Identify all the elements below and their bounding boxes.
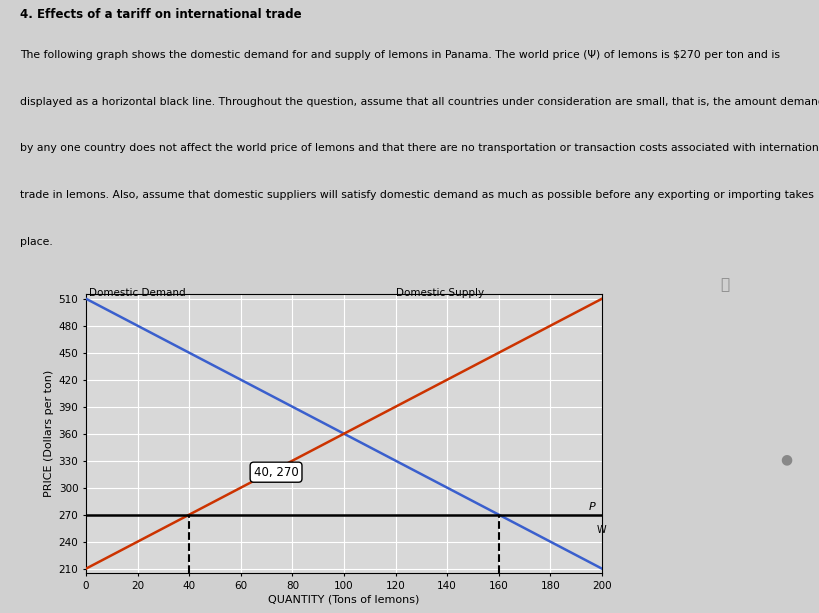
Text: W: W [597, 525, 607, 536]
Text: 4. Effects of a tariff on international trade: 4. Effects of a tariff on international … [20, 8, 302, 21]
Text: Domestic Supply: Domestic Supply [396, 288, 484, 298]
Text: 40, 270: 40, 270 [254, 466, 298, 479]
X-axis label: QUANTITY (Tons of lemons): QUANTITY (Tons of lemons) [269, 595, 419, 605]
Text: The following graph shows the domestic demand for and supply of lemons in Panama: The following graph shows the domestic d… [20, 50, 781, 59]
Text: place.: place. [20, 237, 53, 247]
Text: $P$: $P$ [588, 500, 597, 512]
Text: displayed as a horizontal black line. Throughout the question, assume that all c: displayed as a horizontal black line. Th… [20, 96, 819, 107]
Y-axis label: PRICE (Dollars per ton): PRICE (Dollars per ton) [44, 370, 54, 497]
Text: Domestic Demand: Domestic Demand [88, 288, 185, 298]
Text: by any one country does not affect the world price of lemons and that there are : by any one country does not affect the w… [20, 143, 819, 153]
Text: ❓: ❓ [720, 278, 730, 292]
Text: ●: ● [781, 453, 792, 466]
Text: trade in lemons. Also, assume that domestic suppliers will satisfy domestic dema: trade in lemons. Also, assume that domes… [20, 190, 814, 200]
